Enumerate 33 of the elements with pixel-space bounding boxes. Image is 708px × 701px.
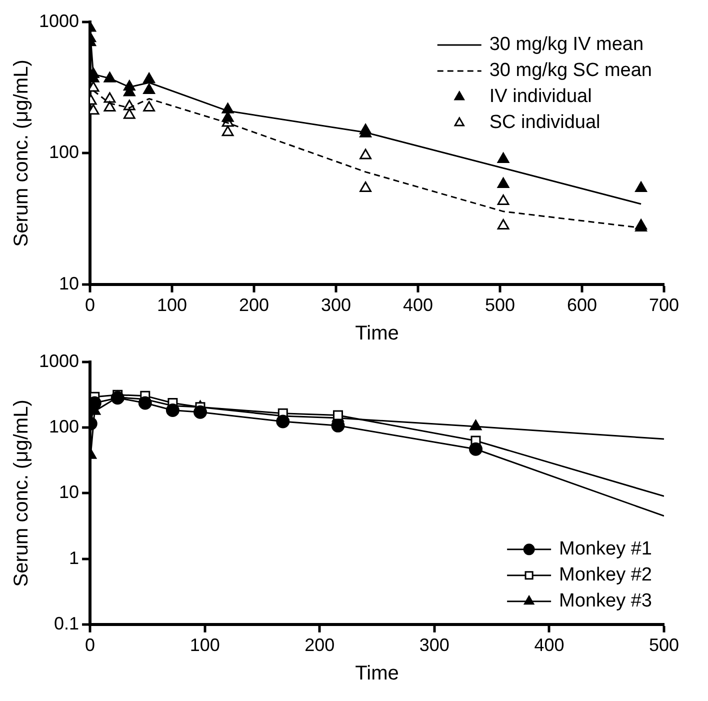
y-tick-label: 1000 xyxy=(38,350,80,371)
x-tick-label: 400 xyxy=(534,635,564,656)
x-tick-label: 300 xyxy=(419,635,450,656)
legend-label: IV individual xyxy=(489,86,592,108)
y-tick-label: 100 xyxy=(48,142,80,162)
legend-label: SC individual xyxy=(489,112,600,134)
y-tick-label: 10 xyxy=(59,273,80,294)
legend-label: Monkey #3 xyxy=(559,590,652,612)
x-tick-label: 200 xyxy=(304,635,335,656)
x-tick-label: 600 xyxy=(566,295,598,316)
legend-label: 30 mg/kg SC mean xyxy=(489,60,652,82)
x-axis-title: Time xyxy=(355,662,399,685)
y-tick-label: 0.1 xyxy=(54,613,80,634)
x-tick-label: 0 xyxy=(85,295,96,316)
legend-label: 30 mg/kg IV mean xyxy=(489,34,644,56)
y-axis-title: Serum conc. (μg/mL) xyxy=(10,400,33,587)
x-tick-label: 100 xyxy=(190,635,220,656)
x-tick-label: 100 xyxy=(157,295,188,316)
legend-label: Monkey #1 xyxy=(559,538,652,560)
x-tick-label: 0 xyxy=(85,635,96,656)
x-tick-label: 500 xyxy=(648,635,680,656)
y-tick-label: 1 xyxy=(69,548,80,568)
y-axis-title: Serum conc. (μg/mL) xyxy=(10,60,33,247)
legend-label: Monkey #2 xyxy=(559,564,652,586)
y-tick-label: 100 xyxy=(48,416,80,437)
x-tick-label: 200 xyxy=(239,295,270,316)
x-tick-label: 300 xyxy=(321,295,352,316)
x-axis-title: Time xyxy=(355,322,399,345)
y-tick-label: 1000 xyxy=(38,10,80,31)
y-tick-label: 10 xyxy=(59,482,80,502)
x-tick-label: 500 xyxy=(484,295,516,316)
x-tick-label: 700 xyxy=(648,295,680,316)
x-tick-label: 400 xyxy=(402,295,434,316)
